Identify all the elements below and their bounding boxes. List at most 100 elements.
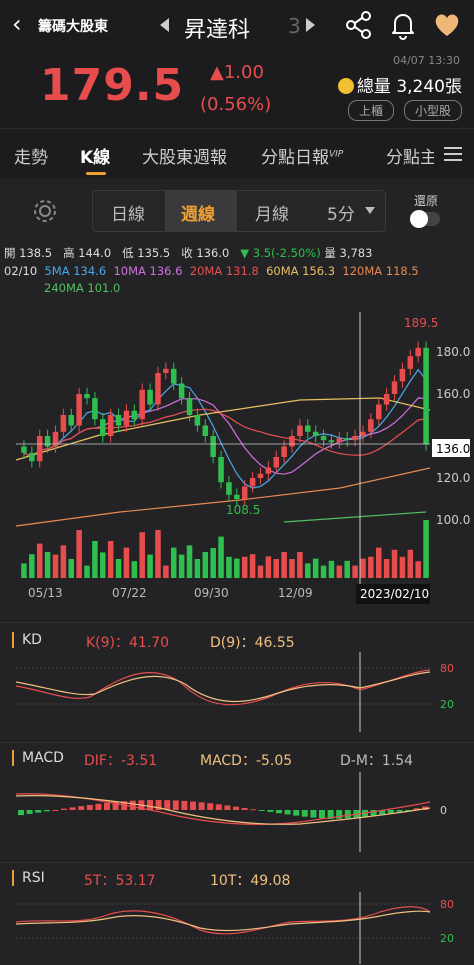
candle: [218, 450, 224, 489]
ma-line: [283, 511, 427, 523]
candle: [289, 429, 295, 453]
macd-bar: [370, 810, 377, 816]
toggle-knob: [410, 210, 428, 228]
macd-bar: [224, 805, 231, 810]
macd-dif-value: DIF：-3.51: [84, 753, 158, 769]
macd-bar: [129, 800, 136, 810]
macd-bar: [344, 810, 351, 819]
candle: [123, 404, 130, 432]
volume-bar: [273, 559, 280, 578]
bell-icon[interactable]: [388, 10, 418, 40]
volume-bar: [289, 559, 295, 578]
back-chevron-icon[interactable]: ‹: [12, 10, 22, 38]
volume-bar: [163, 565, 169, 578]
period-5min[interactable]: 5分: [327, 205, 355, 225]
favorite-heart-icon[interactable]: [432, 10, 462, 40]
tab-branch-main[interactable]: 分點主: [386, 148, 434, 168]
kd-chart[interactable]: 80 20: [0, 652, 474, 732]
candle: [210, 429, 216, 464]
next-stock-icon[interactable]: [306, 18, 315, 32]
next-stock-hint: 3: [288, 14, 301, 38]
chevron-down-icon[interactable]: [365, 207, 375, 214]
candle: [178, 377, 185, 405]
ma-legend-5: 5MA 134.6: [44, 264, 107, 278]
candle: [163, 362, 169, 380]
menu-icon[interactable]: [444, 147, 462, 161]
volume-bar: [234, 558, 240, 578]
price-tick: 160.0: [436, 387, 470, 401]
ohlc-row: 開 138.5 高 144.0 低 135.5 收 136.0 ▼ 3.5(-2…: [4, 245, 372, 261]
candle: [139, 383, 145, 426]
volume-bar: [155, 530, 161, 578]
macd-bar: [69, 807, 76, 810]
macd-bar: [164, 800, 171, 810]
rsi-marker: [12, 870, 14, 886]
candle: [265, 461, 272, 481]
volume-bar: [312, 558, 319, 578]
volume-label: 總量: [356, 77, 391, 97]
back-label[interactable]: 籌碼大股東: [38, 19, 108, 35]
period-monthly[interactable]: 月線: [255, 205, 289, 225]
gear-icon[interactable]: [32, 198, 58, 224]
open-value: 138.5: [19, 246, 53, 260]
rsi-level-80: 80: [440, 898, 454, 911]
tab-branch-daily[interactable]: 分點日報VIP: [261, 143, 343, 168]
ma-line: [15, 467, 431, 527]
volume-bar: [391, 549, 398, 578]
macd-bar: [233, 806, 239, 810]
candle: [383, 387, 390, 411]
tab-major-holders[interactable]: 大股東週報: [142, 148, 227, 168]
volume-bar: [383, 559, 390, 578]
candle: [36, 429, 43, 468]
ma-legend-120: 120MA 118.5: [342, 264, 419, 278]
macd-bar: [78, 806, 85, 810]
price-tick: 100.0: [436, 513, 470, 527]
rsi-title: RSI: [22, 870, 45, 886]
macd-value: MACD：-5.05: [200, 753, 293, 769]
candle: [368, 412, 374, 439]
restore-label: 還原: [414, 194, 439, 208]
price-change-percent: (0.56%): [200, 94, 272, 115]
current-price-label: 136.0: [436, 442, 470, 456]
candle: [21, 440, 27, 460]
volume-bar: [328, 560, 335, 578]
volume-bar: [123, 547, 130, 578]
macd-bar: [267, 810, 274, 812]
candle: [147, 383, 153, 411]
rsi-5t-value: 5T：53.17: [84, 873, 156, 889]
cursor-date-box: [356, 584, 430, 604]
macd-chart[interactable]: 0: [0, 772, 474, 852]
volume-bar: [336, 565, 343, 578]
share-icon[interactable]: [344, 10, 374, 40]
volume-bar: [29, 554, 35, 578]
divider: [0, 622, 474, 623]
kd-level-80: 80: [440, 662, 454, 675]
volume-bar: [265, 556, 272, 578]
tab-trend[interactable]: 走勢: [14, 148, 48, 168]
candle: [186, 391, 193, 422]
macd-marker: [12, 750, 14, 766]
macd-bar: [95, 803, 102, 810]
divider: [0, 742, 474, 743]
candle: [115, 408, 122, 432]
candle: [155, 366, 161, 411]
kline-chart[interactable]: 189.5 108.5 180.0 160.0 120.0 100.0 136.…: [0, 300, 474, 610]
candle: [391, 375, 398, 401]
volume-bar: [194, 559, 201, 578]
prev-stock-icon[interactable]: [160, 18, 169, 32]
ma-line: [23, 368, 427, 489]
restore-toggle[interactable]: [410, 210, 440, 228]
close-label: 收: [181, 246, 193, 260]
volume-bar: [320, 565, 327, 578]
candle: [194, 408, 201, 432]
tab-kline[interactable]: K線: [80, 148, 111, 168]
period-daily[interactable]: 日線: [111, 205, 145, 225]
kd-title: KD: [22, 632, 42, 648]
macd-bar: [310, 810, 317, 818]
price-change: ▲1.00: [210, 62, 264, 83]
macd-signal-line: [15, 795, 431, 825]
period-weekly[interactable]: 週線: [181, 205, 215, 225]
macd-bar: [207, 803, 214, 810]
date-tick: 09/30: [194, 586, 229, 600]
rsi-chart[interactable]: 80 20: [0, 892, 474, 964]
